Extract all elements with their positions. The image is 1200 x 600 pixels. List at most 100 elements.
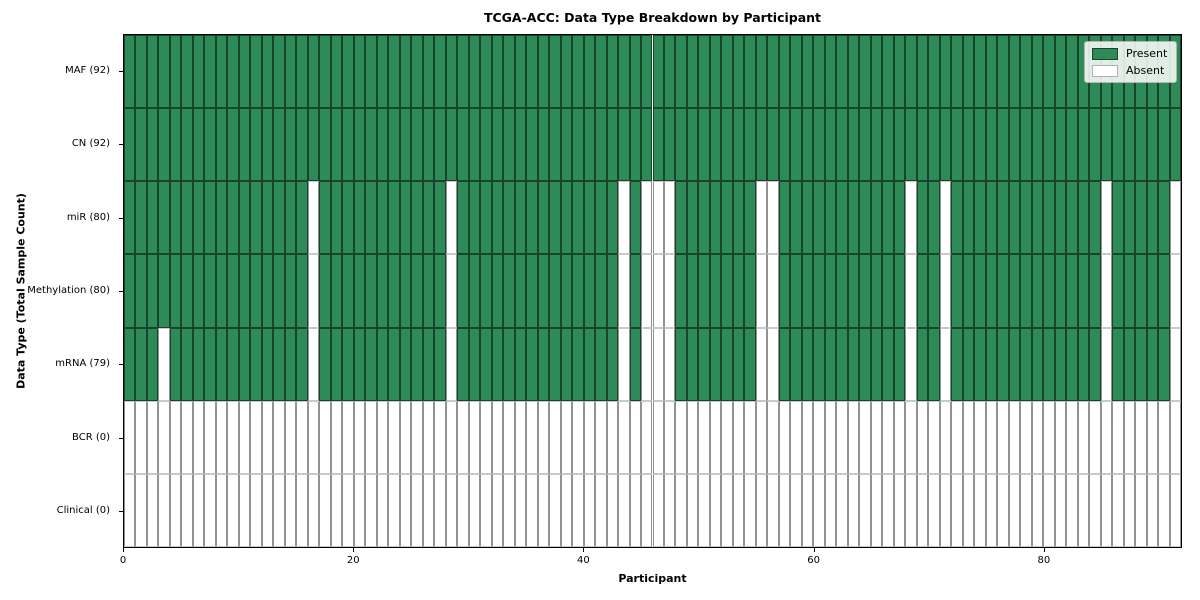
heatmap-cell: [962, 327, 975, 401]
heatmap-cell: [330, 181, 343, 255]
heatmap-cell: [1077, 327, 1090, 401]
heatmap-cell: [353, 108, 366, 182]
heatmap-cell: [388, 181, 400, 255]
heatmap-cell: [813, 473, 825, 547]
heatmap-cell: [790, 400, 802, 474]
heatmap-cell: [503, 254, 515, 328]
heatmap-cell: [411, 254, 423, 328]
heatmap-cell: [434, 327, 446, 401]
heatmap-cell: [169, 254, 182, 328]
heatmap-cell: [1146, 181, 1159, 255]
heatmap-cell: [319, 108, 331, 182]
heatmap-cell: [250, 108, 262, 182]
heatmap-cell: [618, 327, 630, 401]
heatmap-cell: [882, 35, 894, 109]
heatmap-cell: [732, 35, 745, 109]
heatmap-cell: [824, 327, 837, 401]
heatmap-cell: [1135, 254, 1147, 328]
heatmap-cell: [445, 473, 458, 547]
heatmap-cell: [951, 35, 963, 109]
heatmap-cell: [399, 400, 412, 474]
heatmap-cell: [709, 181, 722, 255]
heatmap-cell: [560, 181, 573, 255]
heatmap-cell: [296, 181, 308, 255]
heatmap-cell: [1077, 108, 1090, 182]
heatmap-cell: [572, 108, 584, 182]
heatmap-cell: [721, 254, 733, 328]
heatmap-cell: [181, 35, 193, 109]
heatmap-cell: [859, 327, 871, 401]
y-tick-mark: [119, 144, 123, 146]
heatmap-cell: [445, 35, 458, 109]
heatmap-cell: [652, 473, 664, 547]
heatmap-cell: [652, 400, 664, 474]
heatmap-cell: [1077, 400, 1090, 474]
heatmap-cell: [215, 35, 228, 109]
heatmap-cell: [1089, 181, 1101, 255]
heatmap-cell: [744, 35, 756, 109]
heatmap-cell: [997, 254, 1009, 328]
heatmap-cell: [124, 108, 136, 182]
heatmap-cell: [1066, 35, 1078, 109]
heatmap-cell: [962, 400, 975, 474]
heatmap-cell: [1054, 35, 1067, 109]
heatmap-cell: [905, 181, 917, 255]
heatmap-cell: [1031, 35, 1044, 109]
heatmap-cell: [422, 108, 435, 182]
heatmap-cell: [859, 400, 871, 474]
heatmap-cell: [491, 181, 504, 255]
heatmap-cell: [330, 35, 343, 109]
heatmap-cell: [1169, 400, 1181, 474]
heatmap-cell: [641, 473, 653, 547]
heatmap-cell: [928, 327, 940, 401]
heatmap-cell: [836, 108, 848, 182]
heatmap-cell: [1020, 108, 1032, 182]
heatmap-cell: [1089, 400, 1101, 474]
heatmap-cell: [526, 108, 538, 182]
heatmap-cell: [480, 473, 492, 547]
heatmap-cell: [641, 254, 653, 328]
heatmap-cell: [974, 35, 986, 109]
heatmap-cell: [261, 254, 274, 328]
heatmap-cell: [296, 327, 308, 401]
heatmap-cell: [1135, 181, 1147, 255]
heatmap-cell: [445, 181, 458, 255]
heatmap-cell: [192, 181, 205, 255]
heatmap-cell: [204, 35, 216, 109]
heatmap-cell: [836, 327, 848, 401]
heatmap-cell: [859, 254, 871, 328]
heatmap-cell: [882, 327, 894, 401]
heatmap-cell: [146, 400, 159, 474]
heatmap-cell: [365, 254, 377, 328]
heatmap-cell: [962, 35, 975, 109]
heatmap-cell: [514, 254, 527, 328]
heatmap-cell: [641, 181, 653, 255]
heatmap-cell: [169, 181, 182, 255]
x-tick-mark: [813, 548, 815, 552]
x-tick-mark: [583, 548, 585, 552]
heatmap-cell: [330, 254, 343, 328]
heatmap-cell: [572, 400, 584, 474]
x-tick-label: 60: [807, 555, 821, 566]
heatmap-cell: [503, 181, 515, 255]
heatmap-cell: [962, 473, 975, 547]
heatmap-cell: [595, 327, 607, 401]
heatmap-cell: [434, 254, 446, 328]
heatmap-cell: [583, 35, 596, 109]
heatmap-cell: [882, 254, 894, 328]
heatmap-cell: [698, 35, 710, 109]
heatmap-cell: [514, 108, 527, 182]
heatmap-cell: [388, 473, 400, 547]
heatmap-cell: [985, 254, 998, 328]
heatmap-cell: [641, 400, 653, 474]
heatmap-cell: [388, 35, 400, 109]
heatmap-cell: [1112, 181, 1124, 255]
heatmap-cell: [583, 327, 596, 401]
heatmap-cell: [1135, 400, 1147, 474]
y-tick-label: Methylation (80): [27, 285, 110, 296]
heatmap-cell: [261, 181, 274, 255]
heatmap-cell: [124, 327, 136, 401]
heatmap-cell: [629, 327, 641, 401]
y-tick-mark: [119, 291, 123, 292]
